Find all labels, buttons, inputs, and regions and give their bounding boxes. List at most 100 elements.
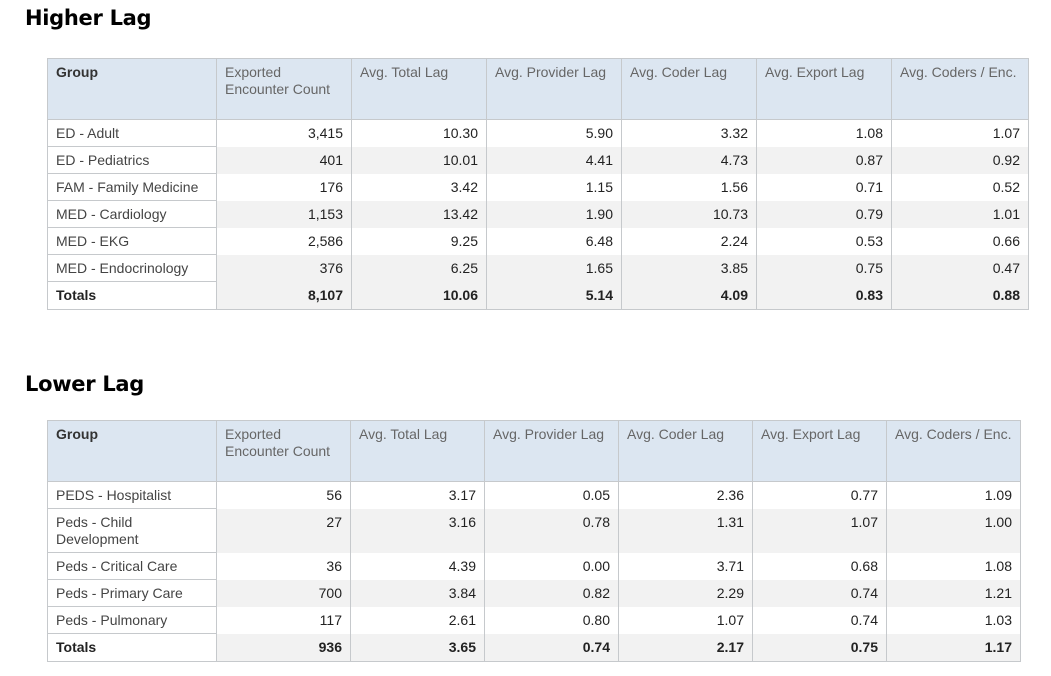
value-cell: 3.17: [350, 481, 485, 509]
totals-row: Totals 936 3.65 0.74 2.17 0.75 1.17: [47, 633, 1021, 662]
value-cell: 3.85: [621, 254, 757, 282]
group-name-cell: MED - EKG: [47, 227, 217, 255]
value-cell: 3,415: [216, 119, 352, 147]
column-header-avg-export-lag: Avg. Export Lag: [752, 420, 887, 482]
column-header-avg-total-lag: Avg. Total Lag: [351, 58, 487, 120]
totals-cell: 1.17: [886, 633, 1021, 662]
totals-cell: 0.83: [756, 281, 892, 310]
value-cell: 1.56: [621, 173, 757, 201]
table-body: ED - Adult 3,415 10.30 5.90 3.32 1.08 1.07 ED -…: [47, 119, 1029, 282]
value-cell: 0.77: [752, 481, 887, 509]
value-cell: 0.74: [752, 579, 887, 607]
value-cell: 3.84: [350, 579, 485, 607]
totals-cell: 0.74: [484, 633, 619, 662]
value-cell: 1.65: [486, 254, 622, 282]
table-row: Peds - Primary Care 700 3.84 0.82 2.29 0.74 1.…: [47, 579, 1021, 607]
value-cell: 1.31: [618, 508, 753, 553]
value-cell: 4.73: [621, 146, 757, 174]
value-cell: 0.75: [756, 254, 892, 282]
higher-lag-table: Group Exported Encounter Count Avg. Tota…: [47, 58, 1029, 310]
value-cell: 1.90: [486, 200, 622, 228]
column-header-avg-provider-lag: Avg. Provider Lag: [484, 420, 619, 482]
value-cell: 36: [216, 552, 351, 580]
value-cell: 0.53: [756, 227, 892, 255]
value-cell: 1.07: [752, 508, 887, 553]
value-cell: 0.68: [752, 552, 887, 580]
value-cell: 1.15: [486, 173, 622, 201]
value-cell: 0.92: [891, 146, 1029, 174]
value-cell: 0.80: [484, 606, 619, 634]
table-row: MED - Cardiology 1,153 13.42 1.90 10.73 0.79 1…: [47, 200, 1029, 228]
lower-lag-table: Group Exported Encounter Count Avg. Tota…: [47, 420, 1021, 662]
value-cell: 5.90: [486, 119, 622, 147]
value-cell: 10.01: [351, 146, 487, 174]
totals-cell: 0.75: [752, 633, 887, 662]
totals-cell: 4.09: [621, 281, 757, 310]
group-name-cell: MED - Cardiology: [47, 200, 217, 228]
totals-row: Totals 8,107 10.06 5.14 4.09 0.83 0.88: [47, 281, 1029, 310]
totals-cell: 8,107: [216, 281, 352, 310]
column-header-group: Group: [47, 420, 217, 482]
value-cell: 10.73: [621, 200, 757, 228]
value-cell: 6.48: [486, 227, 622, 255]
value-cell: 117: [216, 606, 351, 634]
value-cell: 2.36: [618, 481, 753, 509]
table-row: FAM - Family Medicine 176 3.42 1.15 1.56 0.71…: [47, 173, 1029, 201]
group-name-cell: Peds - Child Development: [47, 508, 217, 553]
group-name-cell: ED - Adult: [47, 119, 217, 147]
group-name-cell: MED - Endocrinology: [47, 254, 217, 282]
totals-cell: 3.65: [350, 633, 485, 662]
group-name-cell: Peds - Primary Care: [47, 579, 217, 607]
value-cell: 4.41: [486, 146, 622, 174]
value-cell: 3.32: [621, 119, 757, 147]
value-cell: 3.71: [618, 552, 753, 580]
column-header-exported-encounter-count: Exported Encounter Count: [216, 420, 351, 482]
value-cell: 2.61: [350, 606, 485, 634]
totals-cell: 5.14: [486, 281, 622, 310]
value-cell: 1.03: [886, 606, 1021, 634]
section-title-lower-lag: Lower Lag: [25, 372, 145, 396]
table-row: MED - Endocrinology 376 6.25 1.65 3.85 0.75 0.…: [47, 254, 1029, 282]
header-row: Group Exported Encounter Count Avg. Tota…: [47, 58, 1029, 120]
value-cell: 1.07: [891, 119, 1029, 147]
table-row: Peds - Pulmonary 117 2.61 0.80 1.07 0.74 1.03: [47, 606, 1021, 634]
value-cell: 376: [216, 254, 352, 282]
group-name-cell: FAM - Family Medicine: [47, 173, 217, 201]
totals-cell: 10.06: [351, 281, 487, 310]
table-row: ED - Adult 3,415 10.30 5.90 3.32 1.08 1.07: [47, 119, 1029, 147]
value-cell: 2.24: [621, 227, 757, 255]
column-header-exported-encounter-count: Exported Encounter Count: [216, 58, 352, 120]
value-cell: 6.25: [351, 254, 487, 282]
group-name-cell: Peds - Critical Care: [47, 552, 217, 580]
value-cell: 0.00: [484, 552, 619, 580]
section-title-higher-lag: Higher Lag: [25, 6, 152, 30]
value-cell: 1.01: [891, 200, 1029, 228]
column-header-avg-coders-per-enc: Avg. Coders / Enc.: [886, 420, 1021, 482]
value-cell: 0.71: [756, 173, 892, 201]
value-cell: 1.07: [618, 606, 753, 634]
group-name-cell: PEDS - Hospitalist: [47, 481, 217, 509]
column-header-avg-provider-lag: Avg. Provider Lag: [486, 58, 622, 120]
table-row: PEDS - Hospitalist 56 3.17 0.05 2.36 0.77 1.09: [47, 481, 1021, 509]
value-cell: 13.42: [351, 200, 487, 228]
table-row: Peds - Child Development 27 3.16 0.78 1.31 1.…: [47, 508, 1021, 553]
value-cell: 10.30: [351, 119, 487, 147]
value-cell: 0.47: [891, 254, 1029, 282]
column-header-avg-coders-per-enc: Avg. Coders / Enc.: [891, 58, 1029, 120]
value-cell: 3.16: [350, 508, 485, 553]
value-cell: 1,153: [216, 200, 352, 228]
group-name-cell: ED - Pediatrics: [47, 146, 217, 174]
value-cell: 401: [216, 146, 352, 174]
value-cell: 3.42: [351, 173, 487, 201]
column-header-group: Group: [47, 58, 217, 120]
value-cell: 176: [216, 173, 352, 201]
value-cell: 4.39: [350, 552, 485, 580]
column-header-avg-export-lag: Avg. Export Lag: [756, 58, 892, 120]
group-name-cell: Peds - Pulmonary: [47, 606, 217, 634]
table-row: Peds - Critical Care 36 4.39 0.00 3.71 0.68 1.…: [47, 552, 1021, 580]
value-cell: 27: [216, 508, 351, 553]
column-header-avg-coder-lag: Avg. Coder Lag: [618, 420, 753, 482]
value-cell: 9.25: [351, 227, 487, 255]
value-cell: 0.82: [484, 579, 619, 607]
column-header-avg-coder-lag: Avg. Coder Lag: [621, 58, 757, 120]
